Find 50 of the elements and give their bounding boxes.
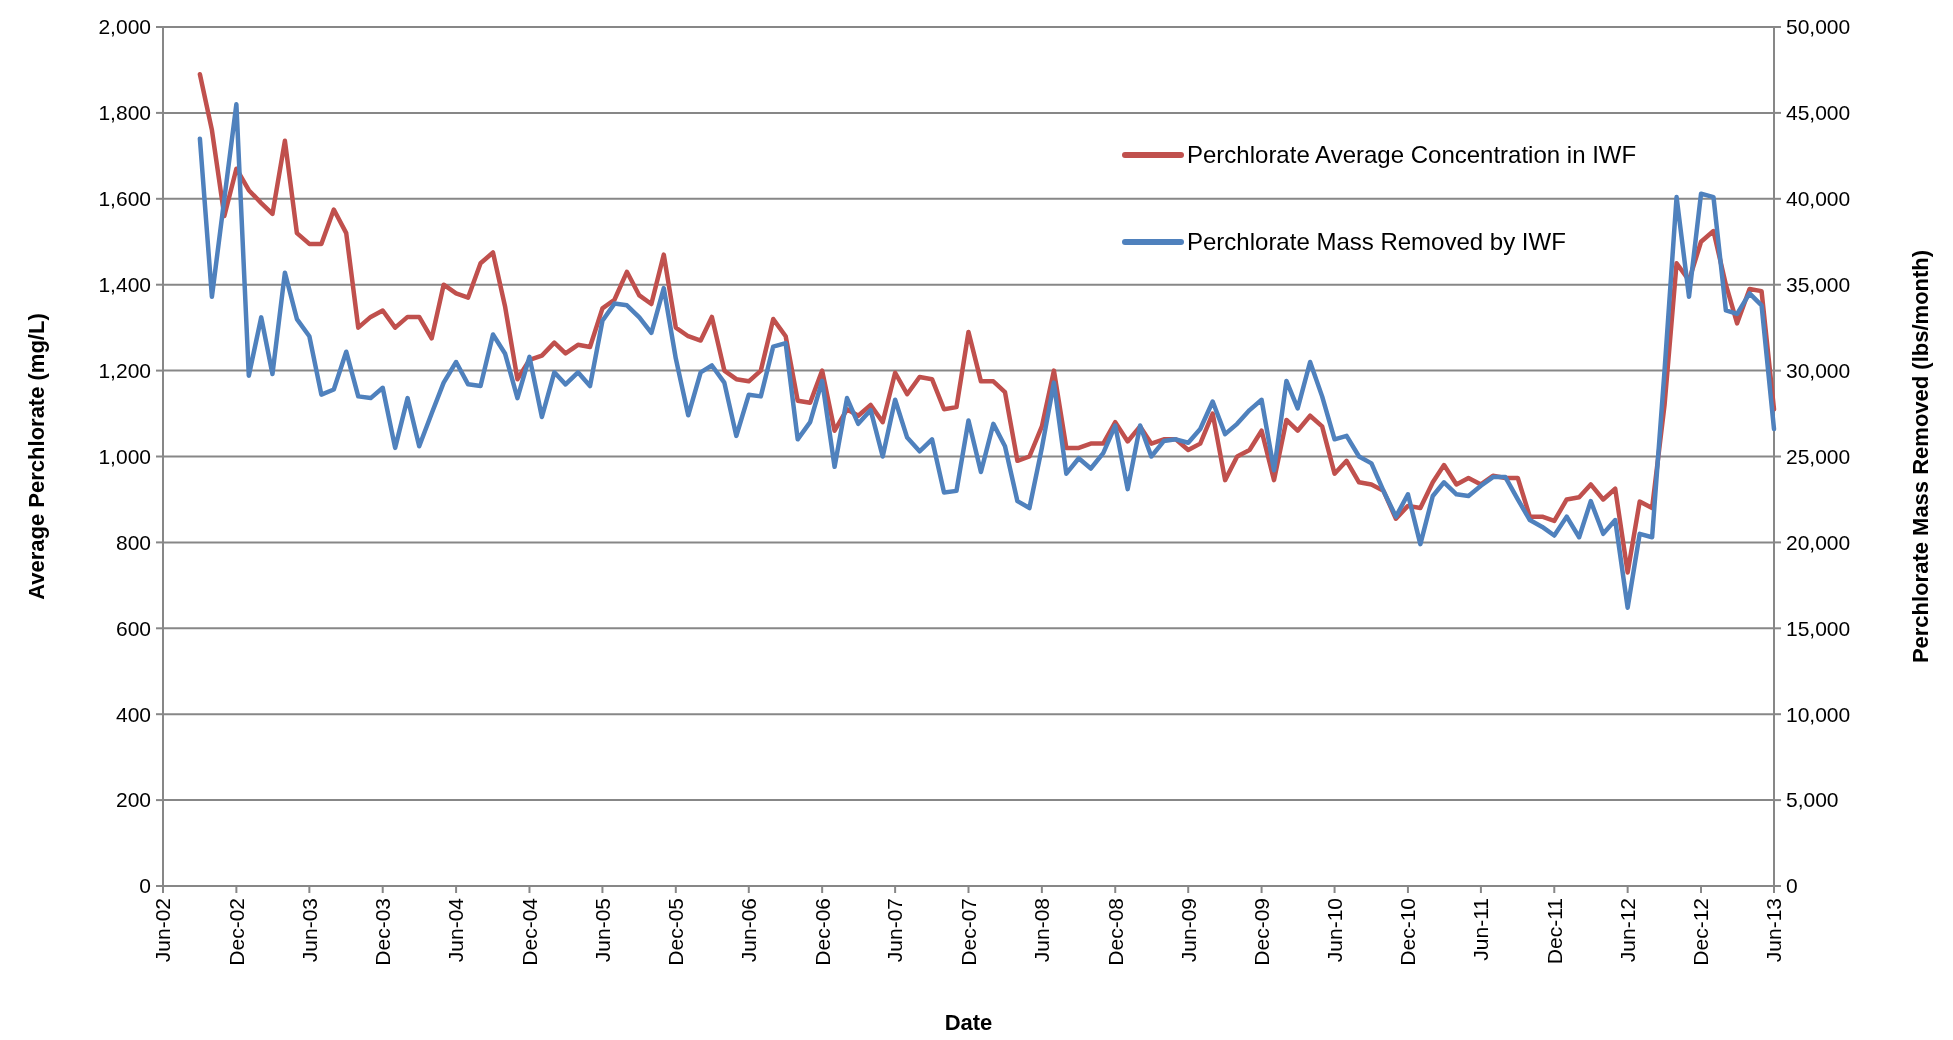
y-tick-label: 2,000 — [98, 15, 151, 39]
x-tick-label: Dec-08 — [1103, 898, 1127, 966]
y2-tick-label: 50,000 — [1786, 15, 1851, 39]
y2-tick-label: 35,000 — [1786, 273, 1851, 297]
y2-tick-label: 20,000 — [1786, 530, 1851, 554]
y2-tick-label: 45,000 — [1786, 101, 1851, 125]
x-axis-title: Date — [944, 1010, 993, 1035]
y-tick-label: 1,200 — [98, 358, 151, 382]
x-tick-label: Dec-10 — [1396, 898, 1420, 966]
x-tick-label: Jun-06 — [737, 898, 761, 963]
x-tick-label: Jun-02 — [151, 898, 175, 963]
y2-tick-label: 10,000 — [1786, 702, 1851, 726]
y-tick-label: 1,600 — [98, 187, 151, 211]
x-tick-label: Dec-12 — [1689, 898, 1713, 966]
y-tick-label: 200 — [115, 788, 151, 812]
y2-tick-label: 15,000 — [1786, 616, 1851, 640]
y-tick-label: 1,800 — [98, 101, 151, 125]
x-tick-label: Dec-04 — [517, 897, 541, 966]
y-tick-label: 800 — [115, 530, 151, 554]
x-tick-label: Jun-10 — [1322, 898, 1346, 963]
x-tick-label: Jun-05 — [590, 898, 614, 963]
x-tick-label: Dec-02 — [224, 898, 248, 966]
y2-tick-label: 5,000 — [1786, 788, 1839, 812]
x-tick-label: Dec-11 — [1542, 898, 1566, 965]
x-tick-label: Jun-13 — [1762, 898, 1786, 963]
x-tick-label: Jun-07 — [883, 898, 907, 963]
y2-tick-label: 0 — [1786, 874, 1798, 898]
x-tick-label: Dec-07 — [956, 898, 980, 966]
x-tick-label: Jun-03 — [297, 898, 321, 963]
y2-tick-label: 25,000 — [1786, 444, 1851, 468]
legend-label: Perchlorate Mass Removed by IWF — [1187, 228, 1566, 256]
y-tick-label: 400 — [115, 702, 151, 726]
y2-tick-label: 30,000 — [1786, 358, 1851, 382]
y-tick-label: 0 — [139, 874, 151, 898]
y2-tick-label: 40,000 — [1786, 187, 1851, 211]
x-tick-label: Jun-12 — [1616, 898, 1639, 963]
x-tick-label: Dec-06 — [810, 898, 834, 966]
y-tick-label: 1,400 — [98, 273, 151, 297]
x-tick-label: Dec-09 — [1249, 898, 1273, 966]
x-tick-label: Dec-05 — [664, 898, 688, 966]
y-tick-label: 1,000 — [98, 444, 151, 468]
x-tick-label: Jun-04 — [444, 897, 468, 963]
y-tick-label: 600 — [115, 616, 151, 640]
x-tick-label: Jun-08 — [1030, 898, 1054, 963]
x-tick-label: Jun-09 — [1176, 898, 1200, 963]
y2-axis-title: Perchlorate Mass Removed (lbs/month) — [1907, 249, 1933, 664]
legend-label: Perchlorate Average Concentration in IWF — [1187, 141, 1637, 169]
y-axis-title: Average Perchlorate (mg/L) — [23, 313, 49, 600]
x-tick-label: Dec-03 — [371, 898, 395, 966]
x-tick-label: Jun-11 — [1469, 898, 1493, 961]
